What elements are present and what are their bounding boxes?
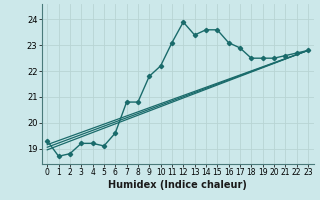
X-axis label: Humidex (Indice chaleur): Humidex (Indice chaleur) xyxy=(108,180,247,190)
